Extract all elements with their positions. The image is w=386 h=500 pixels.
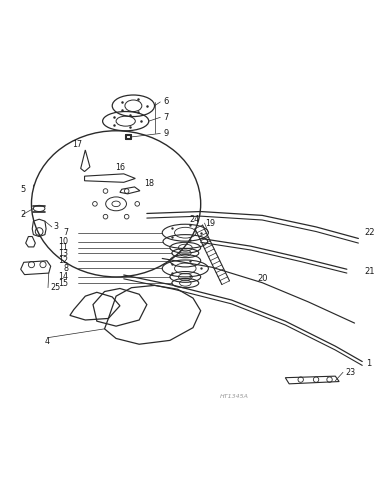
Text: 8: 8: [63, 264, 68, 273]
Text: 13: 13: [58, 248, 68, 258]
Text: 4: 4: [45, 337, 50, 346]
Text: 18: 18: [144, 180, 154, 188]
Text: 17: 17: [73, 140, 83, 148]
Text: 9: 9: [163, 129, 169, 138]
Text: 20: 20: [257, 274, 267, 282]
Text: 7: 7: [63, 228, 68, 237]
Text: 3: 3: [54, 222, 59, 232]
Text: 16: 16: [115, 163, 125, 172]
Text: 22: 22: [364, 228, 375, 237]
Text: 15: 15: [58, 278, 68, 287]
Text: 5: 5: [21, 184, 26, 194]
Text: 12: 12: [58, 256, 68, 266]
Text: 7: 7: [163, 113, 169, 122]
Text: 1: 1: [366, 359, 371, 368]
Text: 11: 11: [58, 243, 68, 252]
Text: 21: 21: [364, 266, 375, 276]
Text: 14: 14: [58, 272, 68, 281]
Text: 25: 25: [50, 283, 60, 292]
Text: 6: 6: [163, 98, 169, 106]
Text: 24: 24: [190, 214, 200, 224]
Text: 2: 2: [21, 210, 26, 219]
Text: HT1345A: HT1345A: [220, 394, 249, 400]
Text: 19: 19: [205, 218, 215, 228]
Text: 23: 23: [345, 368, 355, 377]
Text: 10: 10: [58, 237, 68, 246]
